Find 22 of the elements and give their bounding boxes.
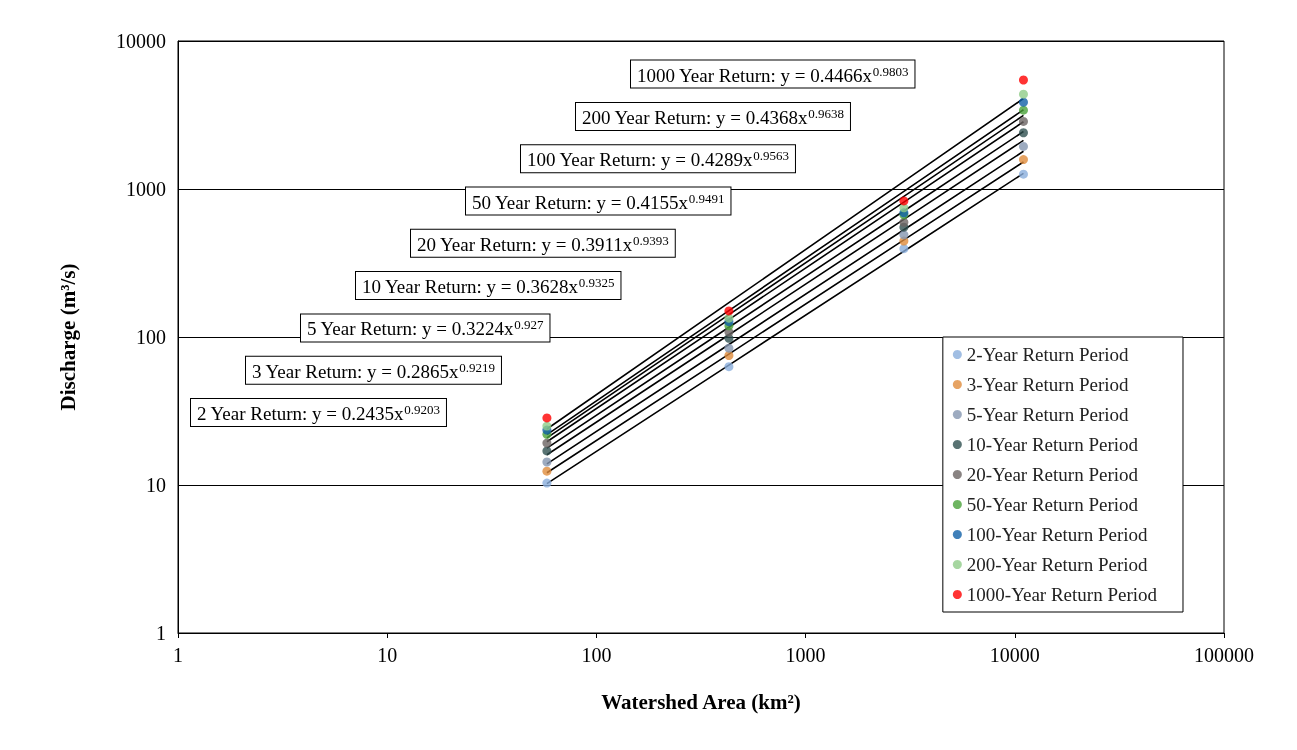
legend-label: 1000-Year Return Period <box>966 584 1158 605</box>
y-tick-label: 10 <box>146 474 166 496</box>
legend-label: 3-Year Return Period <box>966 374 1129 395</box>
y-axis-title: Discharge (m³/s) <box>55 263 80 411</box>
legend-label: 200-Year Return Period <box>966 554 1148 575</box>
x-tick-label: 100 <box>581 644 612 666</box>
x-tick-label: 10 <box>377 644 398 666</box>
legend-label: 100-Year Return Period <box>966 524 1148 545</box>
x-tick-label: 1000 <box>785 644 826 666</box>
y-tick-label: 10000 <box>116 30 166 52</box>
legend-label: 10-Year Return Period <box>966 434 1139 455</box>
y-tick-label: 100 <box>136 326 166 348</box>
x-tick-label: 1 <box>173 644 183 666</box>
legend-label: 2-Year Return Period <box>966 344 1129 365</box>
x-tick-label: 100000 <box>1194 644 1254 666</box>
legend-label: 5-Year Return Period <box>966 404 1129 425</box>
x-axis-title: Watershed Area (km²) <box>601 689 801 714</box>
y-tick-label: 1000 <box>126 178 166 200</box>
legend-label: 20-Year Return Period <box>966 464 1139 485</box>
legend-label: 50-Year Return Period <box>966 494 1139 515</box>
y-tick-label: 1 <box>156 622 166 644</box>
x-tick-label: 10000 <box>989 644 1040 666</box>
